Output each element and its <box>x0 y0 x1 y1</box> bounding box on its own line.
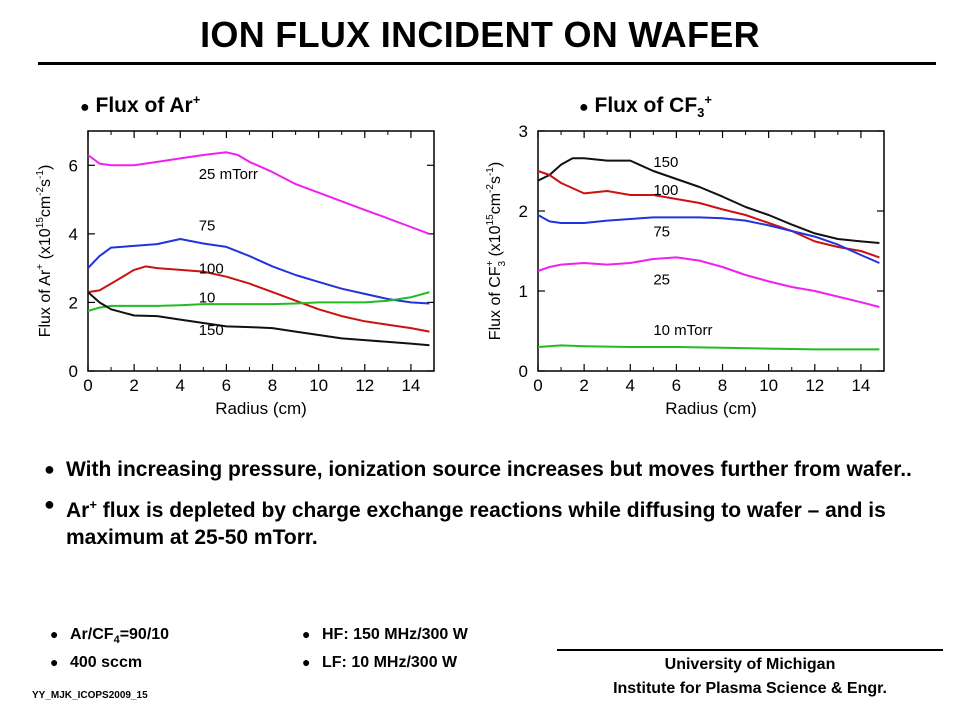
x-axis-label: Radius (cm) <box>215 399 307 418</box>
y-axis-label: Flux of Ar+ (x1015cm-2s-1) <box>35 165 54 338</box>
x-tick-label: 6 <box>672 376 681 395</box>
affiliation-line-1: University of Michigan <box>664 656 836 673</box>
slide-id: YY_MJK_ICOPS2009_15 <box>32 690 148 701</box>
series-label: 10 <box>199 289 216 306</box>
y-tick-label: 0 <box>69 362 78 381</box>
y-tick-label: 2 <box>519 202 528 221</box>
page-title: ION FLUX INCIDENT ON WAFER <box>200 14 760 55</box>
series-line <box>537 344 880 351</box>
y-tick-label: 3 <box>519 122 528 141</box>
series-label: 10 mTorr <box>653 322 712 339</box>
x-tick-label: 2 <box>579 376 588 395</box>
bullet-icon: ● <box>44 459 55 479</box>
title-divider <box>38 62 936 65</box>
x-tick-label: 0 <box>83 376 92 395</box>
x-tick-label: 8 <box>268 376 277 395</box>
y-axis-label: Flux of CF+3 (x1015cm-2s-1) <box>485 162 508 340</box>
y-tick-label: 0 <box>519 362 528 381</box>
x-tick-label: 12 <box>355 376 374 395</box>
bullet-icon: ● <box>302 654 311 670</box>
x-tick-label: 12 <box>805 376 824 395</box>
x-tick-label: 0 <box>533 376 542 395</box>
series-label: 150 <box>199 322 224 339</box>
left-panel-title: ● Flux of Ar+ <box>80 92 200 118</box>
x-tick-label: 4 <box>626 376 635 395</box>
left-panel-title-text: Flux of Ar <box>95 94 193 117</box>
series-label: 100 <box>199 260 224 277</box>
gas-mixture-sub: 4 <box>113 634 120 647</box>
hf-power-text: HF: 150 MHz/300 W <box>322 626 468 643</box>
series-label: 100 <box>653 182 678 199</box>
x-tick-label: 10 <box>759 376 778 395</box>
lf-power: ● LF: 10 MHz/300 W <box>302 654 457 672</box>
series-line <box>87 265 430 333</box>
series-line <box>87 291 430 312</box>
right-panel-title-sub: 3 <box>697 105 705 121</box>
series-label: 75 <box>199 217 216 234</box>
series-line <box>537 170 880 259</box>
x-tick-label: 8 <box>718 376 727 395</box>
bullet-icon: ● <box>44 494 55 514</box>
bullet-icon: ● <box>50 654 59 670</box>
bullet-text-pre: Ar <box>66 499 90 522</box>
x-tick-label: 4 <box>176 376 185 395</box>
bullet-item: ● With increasing pressure, ionization s… <box>44 456 924 483</box>
hf-power: ● HF: 150 MHz/300 W <box>302 626 468 644</box>
y-tick-label: 6 <box>69 156 78 175</box>
bullet-icon: ● <box>579 99 589 116</box>
x-tick-label: 10 <box>309 376 328 395</box>
series-line <box>537 256 880 308</box>
affiliation-divider <box>557 649 943 651</box>
x-tick-label: 6 <box>222 376 231 395</box>
x-tick-label: 14 <box>401 376 420 395</box>
series-label: 25 <box>653 272 670 289</box>
bullet-text: flux is depleted by charge exchange reac… <box>66 499 886 549</box>
series-line <box>87 291 430 347</box>
gas-flow-text: 400 sccm <box>70 654 143 671</box>
gas-mixture: ● Ar/CF4=90/10 <box>50 626 169 646</box>
bullet-icon: ● <box>302 626 311 642</box>
series-line <box>537 157 880 244</box>
series-label: 150 <box>653 154 678 171</box>
series-label: 75 <box>653 224 670 241</box>
gas-flow: ● 400 sccm <box>50 654 142 672</box>
bullet-icon: ● <box>80 99 90 116</box>
right-panel-title-text: Flux of CF <box>594 94 698 117</box>
bullet-icon: ● <box>50 626 59 642</box>
bullet-text: With increasing pressure, ionization sou… <box>66 458 912 481</box>
gas-mixture-text: Ar/CF <box>70 626 114 643</box>
plot-frame <box>537 130 885 372</box>
series-line <box>87 151 430 235</box>
bullet-text-sup: + <box>89 497 97 512</box>
bullet-item: ● Ar+ flux is depleted by charge exchang… <box>44 491 924 551</box>
y-tick-label: 4 <box>69 225 78 244</box>
left-panel-title-sup: + <box>192 92 201 107</box>
series-line <box>537 214 880 264</box>
bullet-list: ● With increasing pressure, ionization s… <box>44 456 924 559</box>
gas-mixture-ratio: =90/10 <box>119 626 170 643</box>
affiliation-line-2: Institute for Plasma Science & Engr. <box>613 680 887 697</box>
x-tick-label: 14 <box>851 376 870 395</box>
plot-frame <box>87 130 435 372</box>
lf-power-text: LF: 10 MHz/300 W <box>322 654 458 671</box>
series-label: 25 mTorr <box>199 166 258 183</box>
y-tick-label: 1 <box>519 282 528 301</box>
x-axis-label: Radius (cm) <box>665 399 757 418</box>
series-line <box>87 238 430 305</box>
y-tick-label: 2 <box>69 293 78 312</box>
right-panel-title: ● Flux of CF3+ <box>579 92 712 120</box>
x-tick-label: 2 <box>129 376 138 395</box>
right-panel-title-sup: + <box>704 92 712 107</box>
